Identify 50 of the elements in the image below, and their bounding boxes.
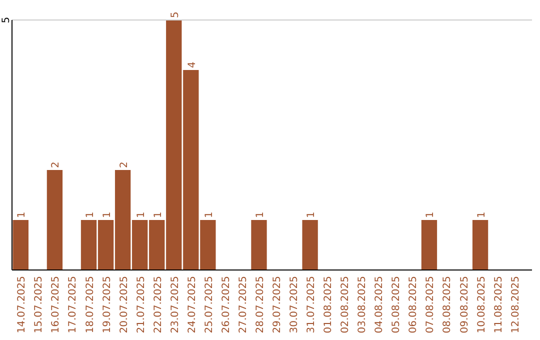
- x-tick-label: 11.08.2025: [493, 276, 504, 334]
- x-tick-label: 12.08.2025: [510, 276, 522, 334]
- data-label: 1: [84, 212, 96, 218]
- x-tick-label: 10.08.2025: [476, 276, 488, 334]
- x-tick-label: 26.07.2025: [220, 276, 232, 334]
- x-tick-label: 17.07.2025: [68, 276, 79, 334]
- x-tick-label: 07.08.2025: [425, 276, 436, 334]
- data-label: 1: [16, 212, 28, 218]
- data-label: 1: [204, 212, 215, 218]
- x-tick-label: 15.07.2025: [34, 276, 45, 334]
- data-label: 2: [50, 162, 62, 168]
- x-tick-label: 20.07.2025: [118, 276, 130, 334]
- x-tick-label: 14.07.2025: [16, 276, 28, 334]
- x-tick-label: 06.08.2025: [408, 276, 420, 334]
- x-tick-label: 23.07.2025: [170, 276, 181, 334]
- x-tick-label: 09.08.2025: [459, 276, 470, 334]
- x-tick-label: 01.08.2025: [323, 276, 334, 334]
- x-tick-label: 22.07.2025: [152, 276, 164, 334]
- data-label: 2: [118, 162, 130, 168]
- x-tick-label: 31.07.2025: [306, 276, 318, 334]
- x-tick-label: 27.07.2025: [238, 276, 249, 334]
- x-tick-label: 04.08.2025: [374, 276, 386, 334]
- x-tick-label: 19.07.2025: [102, 276, 113, 334]
- bar: [251, 220, 267, 270]
- data-label: 1: [102, 212, 113, 218]
- x-tick-label: 30.07.2025: [289, 276, 300, 334]
- bar: [472, 220, 488, 270]
- data-label: 1: [476, 212, 488, 218]
- bar: [421, 220, 438, 270]
- x-tick-label: 28.07.2025: [254, 276, 266, 334]
- data-label: 4: [186, 62, 198, 68]
- data-label: 5: [170, 12, 181, 18]
- data-label: 1: [425, 212, 436, 218]
- x-tick-label: 25.07.2025: [204, 276, 215, 334]
- data-label: 1: [136, 212, 147, 218]
- x-tick-label: 29.07.2025: [272, 276, 284, 334]
- data-label: 1: [152, 212, 164, 218]
- x-tick-label: 02.08.2025: [340, 276, 352, 334]
- x-tick-label: 03.08.2025: [357, 276, 368, 334]
- x-tick-label: 24.07.2025: [186, 276, 198, 334]
- bar: [46, 170, 63, 270]
- data-label: 1: [306, 212, 318, 218]
- x-tick-label: 16.07.2025: [50, 276, 62, 334]
- data-label: 1: [254, 212, 266, 218]
- bar: [302, 220, 318, 270]
- x-tick-label: 08.08.2025: [442, 276, 454, 334]
- x-tick-label: 18.07.2025: [84, 276, 96, 334]
- x-tick-label: 21.07.2025: [136, 276, 147, 334]
- x-tick-label: 05.08.2025: [391, 276, 402, 334]
- bar: [12, 220, 28, 270]
